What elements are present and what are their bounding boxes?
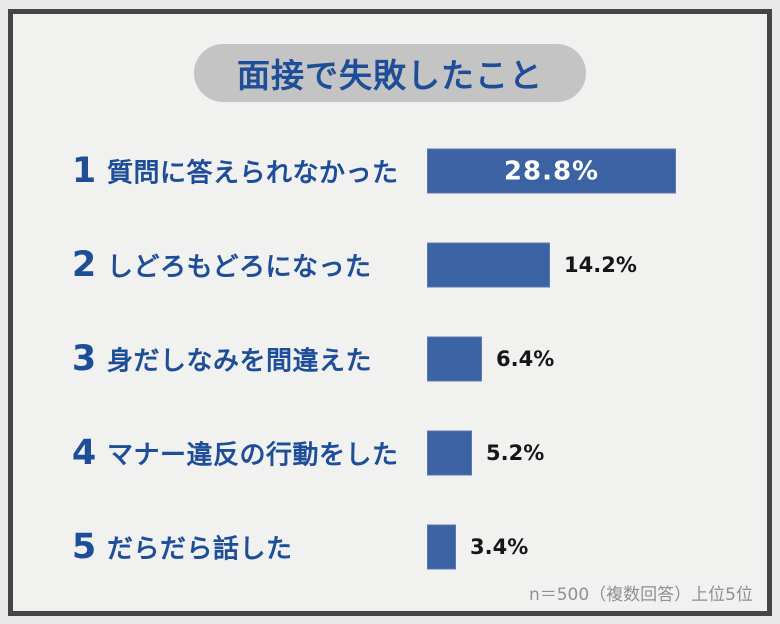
chart-row: 1 質問に答えられなかった 28.8% — [13, 141, 767, 201]
chart-rows: 1 質問に答えられなかった 28.8% 2 しどろもどろになった 14.2% 3… — [13, 14, 767, 611]
bar: 28.8% — [427, 148, 676, 194]
item-label: しどろもどろになった — [107, 252, 372, 283]
chart-title-pill: 面接で失敗したこと — [194, 44, 586, 102]
item-label: 質問に答えられなかった — [107, 158, 399, 189]
chart-row: 3 身だしなみを間違えた 6.4% — [13, 329, 767, 389]
chart-row: 2 しどろもどろになった 14.2% — [13, 235, 767, 295]
bar-value-label: 28.8% — [503, 156, 600, 186]
rank-number: 5 — [71, 527, 97, 567]
item-label: だらだら話した — [107, 534, 293, 565]
bar-value-label: 14.2% — [564, 253, 637, 277]
bar-value-label: 6.4% — [496, 347, 555, 371]
bar-value-label: 5.2% — [486, 441, 545, 465]
chart-footnote: n＝500（複数回答）上位5位 — [528, 585, 753, 605]
chart-row: 4 マナー違反の行動をした 5.2% — [13, 423, 767, 483]
bar — [427, 524, 456, 570]
bar-value-label: 3.4% — [470, 535, 529, 559]
chart-card: 面接で失敗したこと 1 質問に答えられなかった 28.8% 2 しどろもどろにな… — [8, 9, 772, 616]
rank-number: 3 — [71, 339, 97, 379]
item-label: 身だしなみを間違えた — [107, 346, 373, 377]
bar — [427, 242, 550, 288]
bar — [427, 430, 472, 476]
chart-row: 5 だらだら話した 3.4% — [13, 517, 767, 577]
rank-number: 4 — [71, 433, 97, 473]
rank-number: 1 — [71, 151, 97, 191]
bar — [427, 336, 482, 382]
item-label: マナー違反の行動をした — [107, 440, 399, 471]
chart-title: 面接で失敗したこと — [237, 56, 543, 95]
rank-number: 2 — [71, 245, 97, 285]
